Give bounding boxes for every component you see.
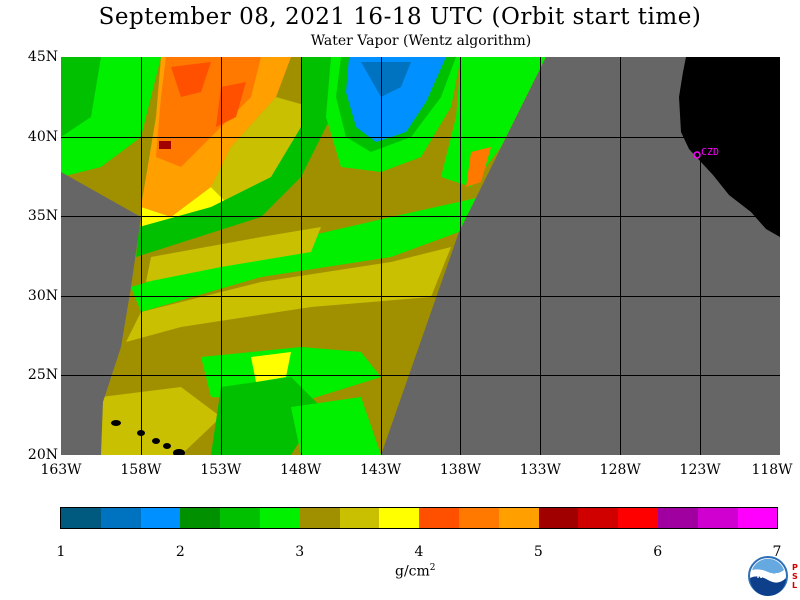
colorbar-swatch xyxy=(578,508,619,528)
hawaiian-islands xyxy=(111,420,185,455)
colorbar-swatch xyxy=(737,508,778,528)
map-panel[interactable]: CZD xyxy=(61,57,780,455)
colorbar-unit: g/cm2 xyxy=(395,563,436,580)
unit-base: g/cm xyxy=(395,563,430,580)
colorbar-swatch xyxy=(100,508,141,528)
latitude-label: 25N xyxy=(27,367,58,384)
station-marker-czd[interactable]: CZD xyxy=(693,147,719,159)
colorbar-swatch xyxy=(379,508,420,528)
psl-p: P xyxy=(792,563,798,572)
longitude-label: 138W xyxy=(439,462,481,478)
station-point xyxy=(693,151,701,159)
colorbar-tick-label: 1 xyxy=(56,544,66,560)
colorbar-swatch xyxy=(657,508,698,528)
land-mass xyxy=(679,57,780,237)
water-vapor-map[interactable]: CZD xyxy=(61,57,780,455)
latitude-label: 40N xyxy=(27,128,58,145)
colorbar-tick-label: 3 xyxy=(295,544,305,560)
colorbar-swatch xyxy=(259,508,300,528)
page-title: September 08, 2021 16-18 UTC (Orbit star… xyxy=(98,4,702,30)
unit-exponent: 2 xyxy=(429,563,436,573)
colorbar-swatch xyxy=(61,508,101,528)
colorbar-tick-label: 7 xyxy=(772,544,782,560)
longitude-label: 123W xyxy=(679,462,721,478)
latitude-label: 30N xyxy=(27,287,58,304)
longitude-label: 128W xyxy=(599,462,641,478)
colorbar-swatch xyxy=(458,508,499,528)
colorbar-swatch xyxy=(220,508,260,528)
logo-text: NOAA xyxy=(757,572,780,580)
longitude-label: 163W xyxy=(40,462,82,478)
longitude-label: 148W xyxy=(280,462,322,478)
colorbar xyxy=(60,507,779,529)
page-subtitle: Water Vapor (Wentz algorithm) xyxy=(310,33,532,49)
psl-s: S xyxy=(792,572,798,581)
longitude-label: 133W xyxy=(519,462,561,478)
colorbar-swatch xyxy=(339,508,380,528)
colorbar-swatch xyxy=(697,508,738,528)
colorbar-tick-label: 6 xyxy=(653,544,663,560)
colorbar-swatch xyxy=(419,508,459,528)
latitude-label: 45N xyxy=(27,49,58,65)
psl-mark: P S L xyxy=(792,563,798,590)
longitude-label: 118W xyxy=(751,462,793,478)
colorbar-tick-label: 2 xyxy=(175,544,185,560)
psl-l: L xyxy=(792,581,798,590)
colorbar-swatch xyxy=(140,508,181,528)
latitude-label: 20N xyxy=(27,447,58,463)
noaa-logo-icon[interactable]: NOAA xyxy=(748,556,788,596)
colorbar-tick-label: 5 xyxy=(533,544,543,560)
longitude-label: 143W xyxy=(359,462,402,478)
latitude-label: 35N xyxy=(27,208,58,225)
colorbar-swatch xyxy=(180,508,221,528)
longitude-label: 153W xyxy=(200,462,242,478)
colorbar-swatch xyxy=(618,508,658,528)
longitude-label: 158W xyxy=(120,462,162,478)
station-label: CZD xyxy=(701,147,719,158)
colorbar-swatch xyxy=(498,508,539,528)
colorbar-swatch xyxy=(299,508,340,528)
colorbar-swatch xyxy=(538,508,579,528)
lat-lon-grid xyxy=(61,57,780,455)
colorbar-tick-label: 4 xyxy=(414,544,424,560)
